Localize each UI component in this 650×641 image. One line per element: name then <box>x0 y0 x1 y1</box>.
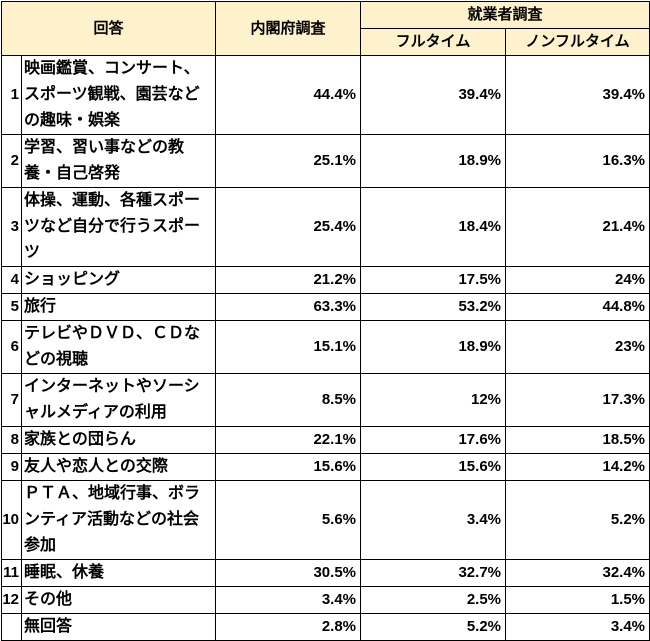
fulltime-cell: 39.4% <box>360 55 507 135</box>
answer-cell: インターネットやソーシャルメディアの利用 <box>20 373 217 427</box>
cabinet-cell: 21.2% <box>215 266 362 294</box>
cabinet-cell: 2.8% <box>215 613 362 641</box>
cabinet-cell: 30.5% <box>215 559 362 587</box>
table-row: 6 テレビやＤＶＤ、ＣＤなどの視聴 15.1% 18.9% 23% <box>1 320 650 374</box>
header-cabinet: 内閣府調査 <box>215 1 362 56</box>
answer-cell: ＰＴＡ、地域行事、ボランティア活動などの社会参加 <box>20 480 217 560</box>
fulltime-cell: 3.4% <box>360 480 507 560</box>
fulltime-cell: 17.6% <box>360 426 507 454</box>
table-row: 5 旅行 63.3% 53.2% 44.8% <box>1 293 650 321</box>
row-number: 4 <box>1 266 22 294</box>
table-row: 9 友人や恋人との交際 15.6% 15.6% 14.2% <box>1 453 650 481</box>
fulltime-cell: 18.9% <box>360 320 507 374</box>
row-number: 2 <box>1 134 22 188</box>
nonfulltime-cell: 18.5% <box>505 426 650 454</box>
row-number: 5 <box>1 293 22 321</box>
fulltime-cell: 32.7% <box>360 559 507 587</box>
cabinet-cell: 44.4% <box>215 55 362 135</box>
nonfulltime-cell: 44.8% <box>505 293 650 321</box>
cabinet-cell: 25.1% <box>215 134 362 188</box>
table-body: 1 映画鑑賞、コンサート、スポーツ観戦、園芸などの趣味・娯楽 44.4% 39.4% 3… <box>1 55 650 641</box>
nonfulltime-cell: 17.3% <box>505 373 650 427</box>
table-row: 7 インターネットやソーシャルメディアの利用 8.5% 12% 17.3% <box>1 373 650 427</box>
nonfulltime-cell: 1.5% <box>505 586 650 614</box>
row-number: 10 <box>1 480 22 560</box>
table-row: 4 ショッピング 21.2% 17.5% 24% <box>1 266 650 294</box>
nonfulltime-cell: 32.4% <box>505 559 650 587</box>
cabinet-cell: 15.1% <box>215 320 362 374</box>
table-row: 2 学習、習い事などの教養・自己啓発 25.1% 18.9% 16.3% <box>1 134 650 188</box>
fulltime-cell: 18.9% <box>360 134 507 188</box>
row-number: 12 <box>1 586 22 614</box>
table-row: 12 その他 3.4% 2.5% 1.5% <box>1 586 650 614</box>
cabinet-cell: 15.6% <box>215 453 362 481</box>
answer-cell: ショッピング <box>20 266 217 294</box>
answer-cell: 睡眠、休養 <box>20 559 217 587</box>
header-fulltime: フルタイム <box>360 28 507 56</box>
cabinet-cell: 63.3% <box>215 293 362 321</box>
nonfulltime-cell: 39.4% <box>505 55 650 135</box>
row-number: 8 <box>1 426 22 454</box>
row-number: 3 <box>1 187 22 267</box>
cabinet-cell: 8.5% <box>215 373 362 427</box>
answer-cell: その他 <box>20 586 217 614</box>
answer-cell: 無回答 <box>20 613 217 641</box>
table-row: 3 体操、運動、各種スポーツなど自分で行うスポーツ 25.4% 18.4% 21.4% <box>1 187 650 267</box>
fulltime-cell: 2.5% <box>360 586 507 614</box>
answer-cell: 家族との団らん <box>20 426 217 454</box>
nonfulltime-cell: 21.4% <box>505 187 650 267</box>
answer-cell: 友人や恋人との交際 <box>20 453 217 481</box>
nonfulltime-cell: 24% <box>505 266 650 294</box>
cabinet-cell: 3.4% <box>215 586 362 614</box>
answer-cell: 体操、運動、各種スポーツなど自分で行うスポーツ <box>20 187 217 267</box>
header-answer: 回答 <box>0 1 217 56</box>
fulltime-cell: 5.2% <box>360 613 507 641</box>
cabinet-cell: 25.4% <box>215 187 362 267</box>
fulltime-cell: 12% <box>360 373 507 427</box>
row-number: 1 <box>1 55 22 135</box>
nonfulltime-cell: 14.2% <box>505 453 650 481</box>
row-number: 6 <box>1 320 22 374</box>
header-worker: 就業者調査 <box>360 1 650 29</box>
header-nonfulltime: ノンフルタイム <box>505 28 650 56</box>
nonfulltime-cell: 5.2% <box>505 480 650 560</box>
table-row: 11 睡眠、休養 30.5% 32.7% 32.4% <box>1 559 650 587</box>
answer-cell: 学習、習い事などの教養・自己啓発 <box>20 134 217 188</box>
table-row: 10 ＰＴＡ、地域行事、ボランティア活動などの社会参加 5.6% 3.4% 5.2% <box>1 480 650 560</box>
answer-cell: 映画鑑賞、コンサート、スポーツ観戦、園芸などの趣味・娯楽 <box>20 55 217 135</box>
fulltime-cell: 18.4% <box>360 187 507 267</box>
fulltime-cell: 15.6% <box>360 453 507 481</box>
answer-cell: テレビやＤＶＤ、ＣＤなどの視聴 <box>20 320 217 374</box>
nonfulltime-cell: 3.4% <box>505 613 650 641</box>
row-number: 11 <box>1 559 22 587</box>
cabinet-cell: 5.6% <box>215 480 362 560</box>
answer-cell: 旅行 <box>20 293 217 321</box>
nonfulltime-cell: 23% <box>505 320 650 374</box>
row-number: 7 <box>1 373 22 427</box>
fulltime-cell: 53.2% <box>360 293 507 321</box>
row-number <box>1 613 22 641</box>
fulltime-cell: 17.5% <box>360 266 507 294</box>
cabinet-cell: 22.1% <box>215 426 362 454</box>
table-row: 8 家族との団らん 22.1% 17.6% 18.5% <box>1 426 650 454</box>
table-row: 1 映画鑑賞、コンサート、スポーツ観戦、園芸などの趣味・娯楽 44.4% 39.4% 3… <box>1 55 650 135</box>
row-number: 9 <box>1 453 22 481</box>
nonfulltime-cell: 16.3% <box>505 134 650 188</box>
table-row: 無回答 2.8% 5.2% 3.4% <box>1 613 650 641</box>
